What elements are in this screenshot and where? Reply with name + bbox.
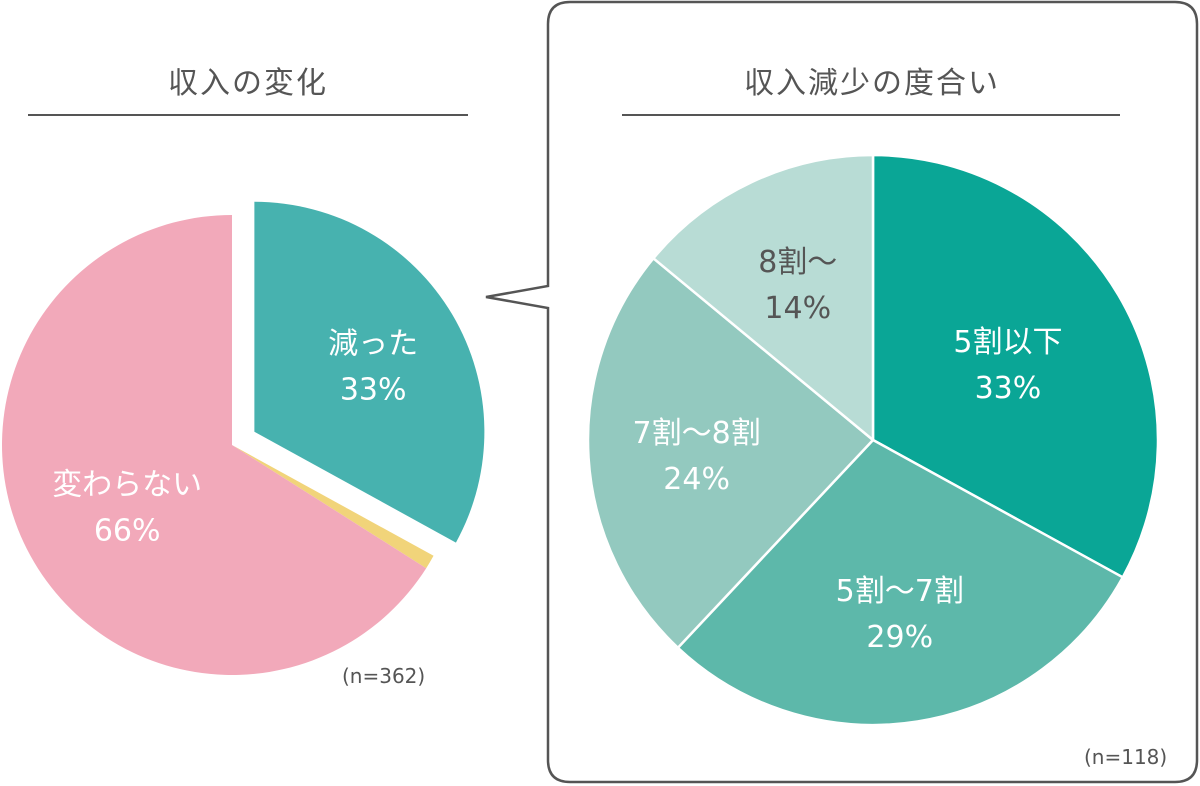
right-pie-slice-1 [871, 153, 1160, 579]
left-pie-slice-3-name: 変わらない [52, 468, 202, 503]
right-pie-slice-1-name: 5割以下 [953, 325, 1062, 360]
right-pie-slice-2-name: 5割〜7割 [836, 574, 964, 609]
left-pie-slice-1-value: 33% [340, 373, 407, 408]
left-pie: 減った 33% 変わらない 66% [2, 201, 485, 675]
left-pie-slice-1 [254, 201, 485, 543]
right-pie: 5割以下 33% 5割〜7割 29% 7割〜8割 24% 8割〜 14% [586, 153, 1160, 727]
left-chart-title: 収入の変化 [168, 66, 328, 101]
right-pie-slice-4 [652, 153, 875, 442]
right-pie-slice-2 [676, 438, 1124, 727]
left-pie-slice-3-value: 66% [94, 514, 161, 549]
left-pie-slice-3 [2, 215, 427, 675]
right-chart-title: 収入減少の度合い [744, 66, 1000, 101]
right-pie-slice-4-name: 8割〜 [758, 245, 837, 280]
right-pie-slice-3-value: 24% [663, 462, 730, 497]
right-sample-size: (n=118) [1084, 745, 1167, 769]
right-pie-slice-1-value: 33% [975, 371, 1042, 406]
right-pie-slice-4-value: 14% [764, 291, 831, 326]
left-sample-size: (n=362) [342, 664, 425, 688]
right-pie-slice-2-value: 29% [866, 620, 933, 655]
right-pie-slice-3 [586, 257, 875, 650]
left-pie-slice-1-name: 減った [328, 327, 418, 362]
right-pie-slice-3-name: 7割〜8割 [633, 416, 761, 451]
left-pie-slice-2 [232, 445, 434, 569]
